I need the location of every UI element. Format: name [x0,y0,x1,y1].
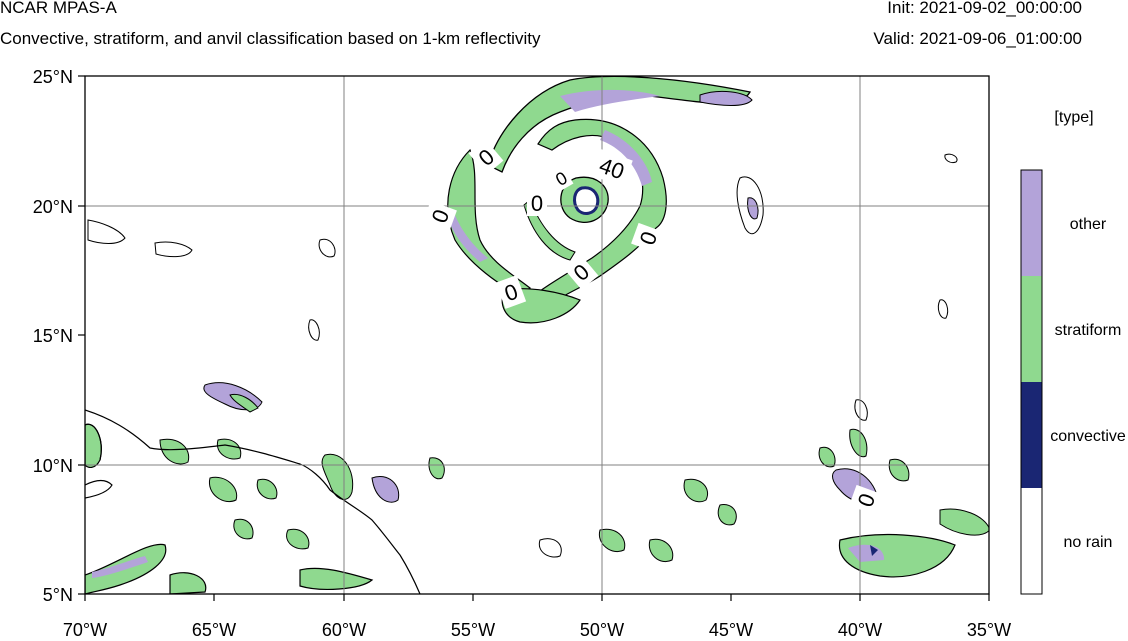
map-subtitle: Convective, stratiform, and anvil classi… [0,29,541,48]
scattered-cells [87,153,989,562]
lon-label: 70°W [63,620,107,640]
lon-label: 35°W [967,620,1011,640]
legend-frame [1020,169,1043,595]
map-area [85,76,989,594]
legend-swatch-convective [1021,382,1042,488]
bottom-precip-band [85,423,956,594]
longitude-labels: 70°W 65°W 60°W 55°W 50°W 45°W 40°W 35°W [63,620,1011,640]
contour-label: 0 [531,191,543,216]
hurricane-precip [447,76,753,324]
lon-label: 45°W [709,620,753,640]
lon-label: 40°W [838,620,882,640]
legend: [type] other stratiform convective no ra… [1020,109,1126,595]
legend-swatch-other [1021,170,1042,276]
graticule [85,76,989,594]
legend-label-no-rain: no rain [1064,534,1113,551]
lat-label: 20°N [33,197,73,217]
legend-label-stratiform: stratiform [1055,322,1122,339]
legend-title: [type] [1054,109,1093,126]
lat-label: 25°N [33,67,73,87]
legend-label-other: other [1070,216,1107,233]
legend-label-convective: convective [1050,428,1126,445]
coastline [85,409,421,594]
valid-time: Valid: 2021-09-06_01:00:00 [873,29,1082,48]
init-time: Init: 2021-09-02_00:00:00 [887,0,1082,17]
lon-label: 60°W [322,620,366,640]
legend-swatch-no-rain [1021,488,1042,594]
contour-labels: 0 0 0 40 0 0 0 0 0 [423,139,883,516]
lon-label: 50°W [580,620,624,640]
lat-label: 15°N [33,326,73,346]
map-frame [84,75,990,595]
lon-label: 65°W [192,620,236,640]
map-title: NCAR MPAS-A [0,0,117,17]
lat-label: 10°N [33,456,73,476]
lon-label: 55°W [451,620,495,640]
legend-swatch-stratiform [1021,276,1042,382]
latitude-labels: 25°N 20°N 15°N 10°N 5°N [33,67,73,605]
tick-marks [78,75,990,601]
lat-label: 5°N [43,585,73,605]
